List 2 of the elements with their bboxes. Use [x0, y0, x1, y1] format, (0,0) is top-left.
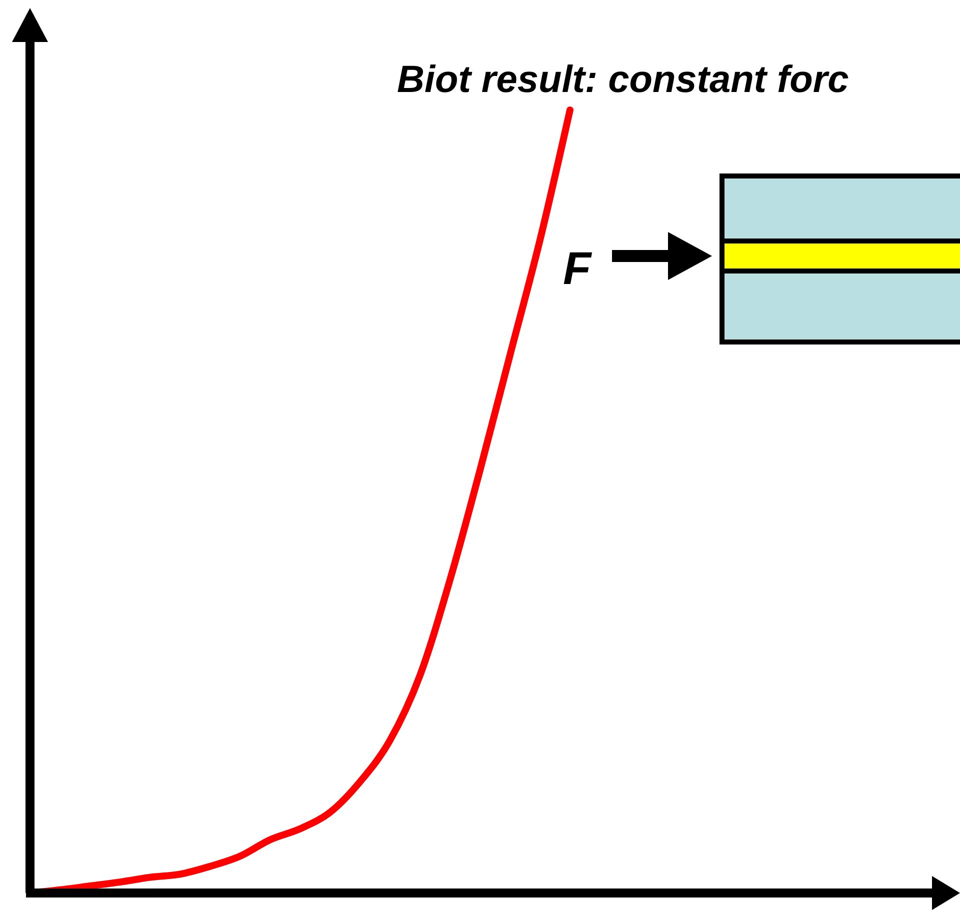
chart-title: Biot result: constant forc	[397, 59, 849, 101]
annotation: F	[563, 242, 593, 294]
